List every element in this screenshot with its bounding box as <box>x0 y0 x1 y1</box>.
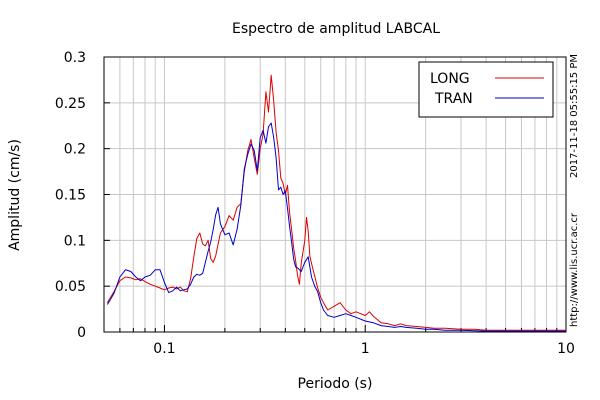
y-tick-label: 0.05 <box>55 279 86 295</box>
chart-title: Espectro de amplitud LABCAL <box>232 21 440 37</box>
y-tick-label: 0.3 <box>64 50 86 66</box>
y-tick-label: 0.25 <box>55 96 86 112</box>
grid <box>104 57 566 332</box>
legend-box <box>418 61 554 118</box>
x-tick-label: 0.1 <box>153 341 175 357</box>
x-tick-label: 10 <box>557 341 575 357</box>
x-axis-label: Periodo (s) <box>298 376 373 392</box>
timestamp-label: 2017-11-18 05:55:15 PM <box>569 54 580 178</box>
y-tick-label: 0.2 <box>64 142 86 158</box>
y-axis-label: Amplitud (cm/s) <box>7 139 23 251</box>
source-url-label[interactable]: http://www.lis.ucr.ac.cr <box>569 212 580 327</box>
y-tick-label: 0 <box>77 325 86 341</box>
legend-label-tran: TRAN <box>434 91 473 107</box>
x-tick-label: 1 <box>361 341 370 357</box>
series-line-long <box>106 74 566 331</box>
legend: LONG TRAN <box>418 61 554 118</box>
series-line-tran <box>106 122 566 332</box>
legend-label-long: LONG <box>430 71 470 87</box>
axis-ticks: 0.1 1 10 0 0.05 0.1 0.15 0.2 0.25 0.3 <box>55 50 575 357</box>
series-layer <box>106 74 566 332</box>
y-tick-label: 0.15 <box>55 188 86 204</box>
y-tick-label: 0.1 <box>64 233 86 249</box>
